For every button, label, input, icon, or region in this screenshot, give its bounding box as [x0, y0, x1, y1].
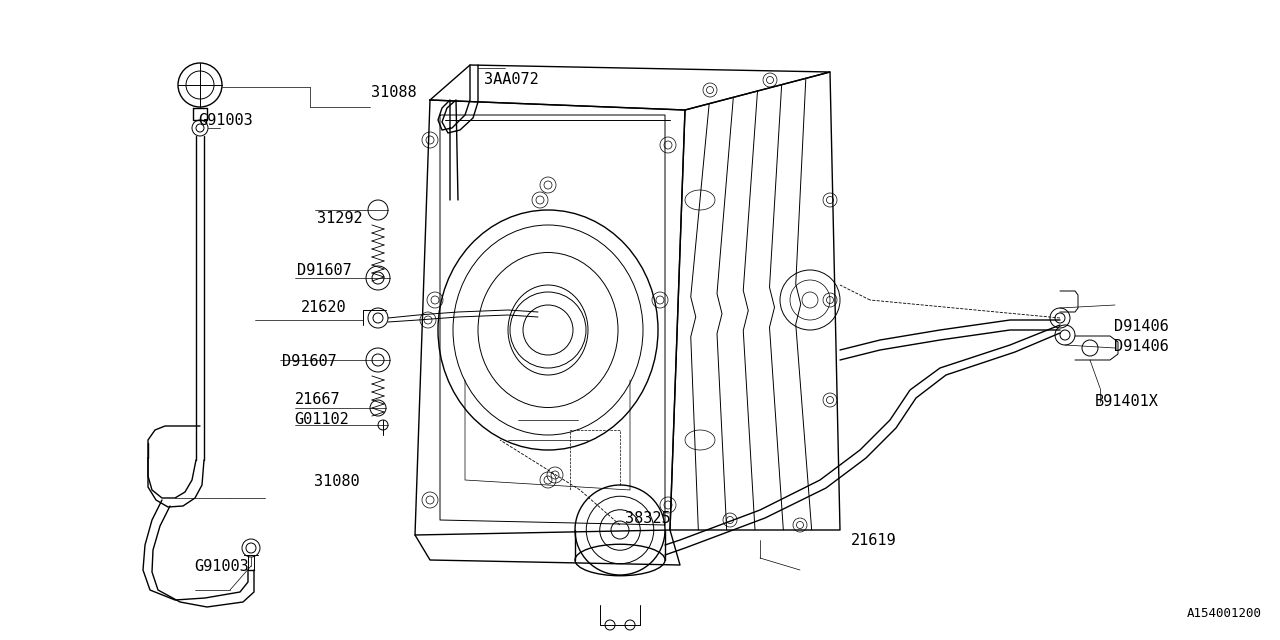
Text: D91607: D91607: [282, 354, 337, 369]
Text: 3AA072: 3AA072: [484, 72, 539, 88]
Text: B91401X: B91401X: [1094, 394, 1158, 410]
Text: 38325: 38325: [625, 511, 671, 526]
Text: D91406: D91406: [1114, 319, 1169, 334]
Text: 21667: 21667: [294, 392, 340, 408]
Text: 31080: 31080: [314, 474, 360, 489]
Text: A154001200: A154001200: [1187, 607, 1262, 620]
Text: 21620: 21620: [301, 300, 347, 315]
Text: 31292: 31292: [317, 211, 364, 227]
Text: 21619: 21619: [851, 533, 897, 548]
Text: 31088: 31088: [371, 85, 417, 100]
Text: D91607: D91607: [297, 262, 352, 278]
Text: G91003: G91003: [195, 559, 250, 574]
Text: D91406: D91406: [1114, 339, 1169, 355]
Text: G91003: G91003: [198, 113, 253, 128]
Text: G01102: G01102: [294, 412, 349, 427]
